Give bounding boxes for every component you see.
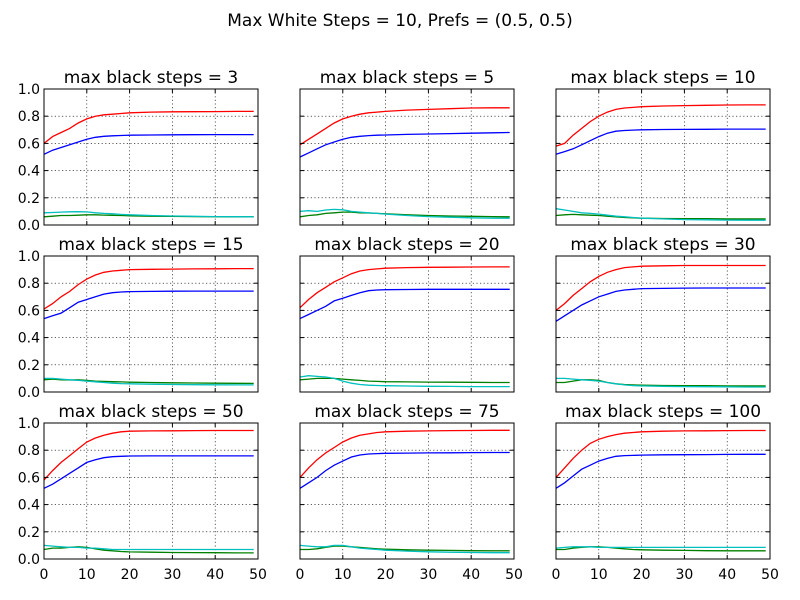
series-line [299, 429, 510, 478]
x-tick-label: 30 [419, 567, 437, 583]
series-line [299, 288, 510, 320]
subplot-title: max black steps = 20 [314, 235, 499, 255]
subplot-title: max black steps = 75 [314, 402, 499, 422]
y-tick-label: 0.4 [18, 498, 40, 514]
axes-frame [299, 255, 515, 393]
y-tick-label: 0.8 [18, 109, 40, 125]
x-tick-label: 30 [163, 567, 181, 583]
x-tick-label: 0 [40, 567, 49, 583]
axes-frame [555, 422, 771, 560]
y-tick-label: 0.2 [18, 358, 40, 374]
axes-frame [43, 422, 259, 560]
axes-frame [555, 255, 771, 393]
series-line [299, 377, 510, 384]
y-tick-label: 0.4 [18, 164, 40, 180]
x-tick-label: 10 [78, 567, 96, 583]
subplot: max black steps = 3 0.0 0.2 0.4 0.6 0.8 1.0 [18, 68, 259, 234]
x-tick-label: 50 [505, 567, 523, 583]
series-line [43, 544, 254, 551]
figure-suptitle: Max White Steps = 10, Prefs = (0.5, 0.5) [227, 11, 573, 31]
subplot-title: max black steps = 15 [58, 235, 243, 255]
y-tick-label: 0.6 [18, 303, 40, 319]
subplot: max black steps = 75 0 10 20 30 40 50 [296, 402, 523, 583]
series-line [555, 429, 766, 478]
series-line [555, 453, 766, 489]
series-line [555, 287, 766, 322]
x-tick-label: 10 [590, 567, 608, 583]
x-tick-label: 40 [462, 567, 480, 583]
series-line [555, 546, 766, 549]
series-line [43, 133, 254, 155]
subplot: max black steps = 15 0.0 0.2 0.4 0.6 0.8 1.0 [18, 235, 259, 401]
series-line [300, 545, 510, 552]
y-tick-label: 0.4 [18, 331, 40, 347]
y-tick-label: 1.0 [18, 416, 40, 432]
series-line [43, 290, 254, 320]
series-line [556, 546, 766, 552]
series-line [299, 544, 510, 554]
series-line [299, 375, 510, 388]
series-line [555, 264, 766, 311]
series-line [43, 267, 254, 310]
subplot-grid: max black steps = 30.00.20.40.60.81.0max… [18, 68, 779, 583]
x-tick-label: 20 [377, 567, 395, 583]
subplot: max black steps = 10 [555, 68, 771, 226]
y-tick-label: 0.0 [18, 385, 40, 401]
subplot: max black steps = 30 [555, 235, 771, 393]
subplot-title: max black steps = 100 [565, 402, 761, 422]
x-tick-label: 30 [675, 567, 693, 583]
y-tick-label: 0.2 [18, 191, 40, 207]
series-line [555, 104, 766, 147]
x-tick-label: 40 [718, 567, 736, 583]
axes-frame [43, 255, 259, 393]
subplot-title: max black steps = 30 [570, 235, 755, 255]
subplot-title: max black steps = 3 [64, 68, 238, 88]
series-line [299, 451, 510, 489]
series-line [43, 455, 254, 489]
subplot: max black steps = 100 0 10 20 30 40 50 [552, 402, 779, 583]
axes-frame [43, 88, 259, 226]
x-tick-label: 20 [121, 567, 139, 583]
y-tick-label: 0.6 [18, 136, 40, 152]
series-line [556, 377, 766, 388]
y-tick-label: 0.0 [18, 552, 40, 568]
y-tick-label: 1.0 [18, 82, 40, 98]
x-tick-label: 50 [249, 567, 267, 583]
x-tick-label: 0 [296, 567, 305, 583]
y-tick-label: 0.8 [18, 276, 40, 292]
subplot: max black steps = 5 [299, 68, 515, 226]
series-line [44, 377, 254, 386]
axes-frame [555, 88, 771, 226]
series-line [299, 131, 510, 158]
series-line [299, 266, 510, 309]
subplot-title: max black steps = 50 [58, 402, 243, 422]
y-tick-label: 1.0 [18, 249, 40, 265]
x-tick-label: 10 [334, 567, 352, 583]
y-tick-label: 0.6 [18, 470, 40, 486]
subplot-title: max black steps = 5 [320, 68, 494, 88]
series-line [43, 211, 254, 218]
series-line [43, 110, 254, 144]
axes-frame [299, 88, 515, 226]
y-tick-label: 0.2 [18, 525, 40, 541]
subplot: max black steps = 20 [299, 235, 515, 393]
series-line [299, 208, 510, 219]
axes-frame [299, 422, 515, 560]
series-line [555, 208, 766, 221]
series-line [555, 128, 766, 155]
series-line [43, 429, 254, 481]
y-tick-label: 0.8 [18, 443, 40, 459]
x-tick-label: 20 [633, 567, 651, 583]
subplot-title: max black steps = 10 [570, 68, 755, 88]
series-line [299, 211, 510, 218]
x-tick-label: 50 [761, 567, 779, 583]
y-tick-label: 0.0 [18, 218, 40, 234]
series-line [299, 107, 510, 146]
x-tick-label: 0 [552, 567, 561, 583]
x-tick-label: 40 [206, 567, 224, 583]
subplot: max black steps = 50 0.0 0.2 0.4 0.6 0.8 1.0 0 1… [18, 402, 267, 583]
series-line [555, 213, 766, 220]
